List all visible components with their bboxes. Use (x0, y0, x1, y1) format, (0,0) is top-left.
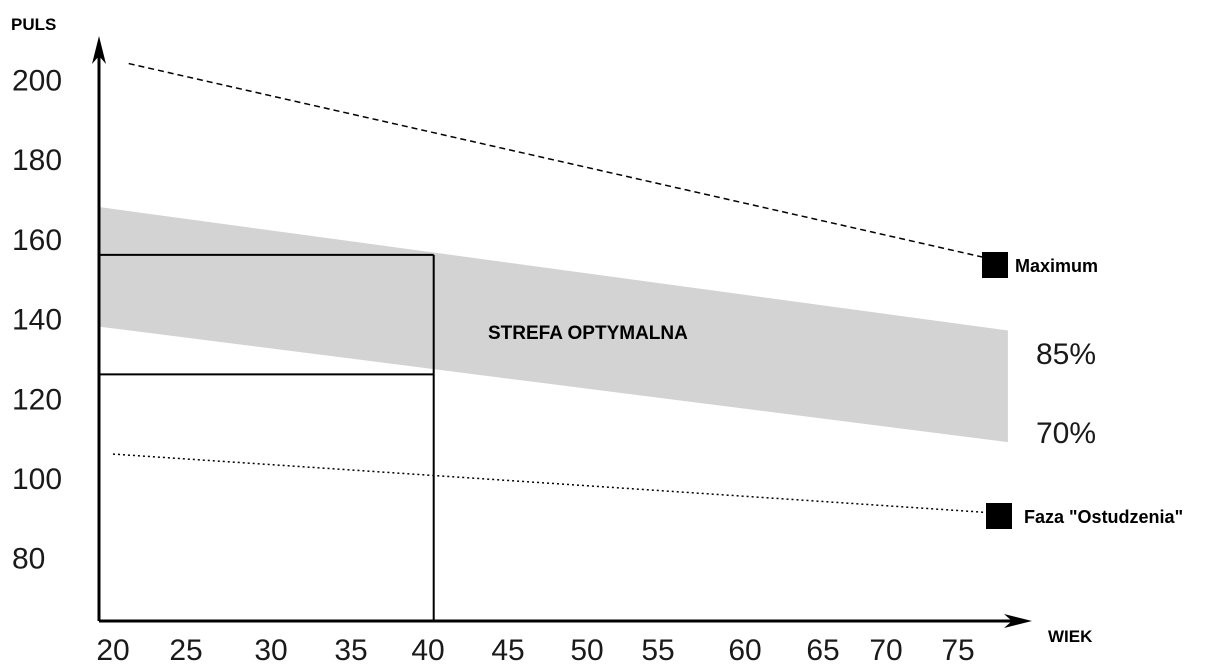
y-tick-label: 100 (12, 463, 62, 496)
maximum-legend-label: Maximum (1015, 256, 1098, 276)
maximum-line (128, 62, 1009, 264)
x-tick-label: 70 (869, 634, 902, 664)
x-tick-label: 50 (570, 634, 603, 664)
band-labels-layer: STREFA OPTYMALNA 85% 70% (488, 323, 1096, 450)
x-tick-label: 55 (641, 634, 674, 664)
optimal-zone-band (99, 207, 1008, 443)
y-tick-label: 120 (12, 383, 62, 416)
x-tick-label: 30 (254, 634, 287, 664)
cooldown-legend-label: Faza "Ostudzenia" (1024, 507, 1183, 527)
y-tick-label: 160 (12, 224, 62, 257)
x-axis-title: WIEK (1048, 627, 1093, 646)
series-layer (112, 62, 1009, 515)
optimal-zone-label: STREFA OPTYMALNA (488, 323, 688, 344)
x-axis-arrow-icon (1004, 614, 1032, 628)
y-tick-label: 180 (12, 144, 62, 177)
x-tick-label: 45 (491, 634, 524, 664)
lower-bound-label-70: 70% (1036, 417, 1096, 450)
x-tick-label: 60 (728, 634, 761, 664)
x-tick-label: 35 (334, 634, 367, 664)
y-axis-title: PULS (11, 15, 56, 34)
optimal-zone-band-layer (99, 207, 1008, 443)
y-tick-label: 200 (12, 65, 62, 98)
x-tick-label: 25 (169, 634, 202, 664)
x-tick-label: 40 (411, 634, 444, 664)
y-tick-label: 140 (12, 304, 62, 337)
legend-layer: Maximum Faza "Ostudzenia" (982, 252, 1183, 529)
tick-labels-layer: 20 25 30 35 40 45 50 55 60 65 70 75 80 100 120 140 160 18… (12, 65, 975, 664)
cooldown-legend-marker-icon (986, 503, 1012, 529)
x-tick-label: 20 (96, 634, 129, 664)
y-tick-label: 80 (12, 543, 45, 576)
y-axis-arrow-icon (92, 36, 106, 64)
cooldown-line (112, 453, 1008, 515)
axes-layer: PULS WIEK (11, 15, 1093, 646)
reference-lines-layer (99, 253, 435, 621)
upper-bound-label-85: 85% (1036, 338, 1096, 371)
maximum-legend-marker-icon (982, 252, 1008, 278)
x-tick-label: 75 (941, 634, 974, 664)
x-tick-label: 65 (806, 634, 839, 664)
